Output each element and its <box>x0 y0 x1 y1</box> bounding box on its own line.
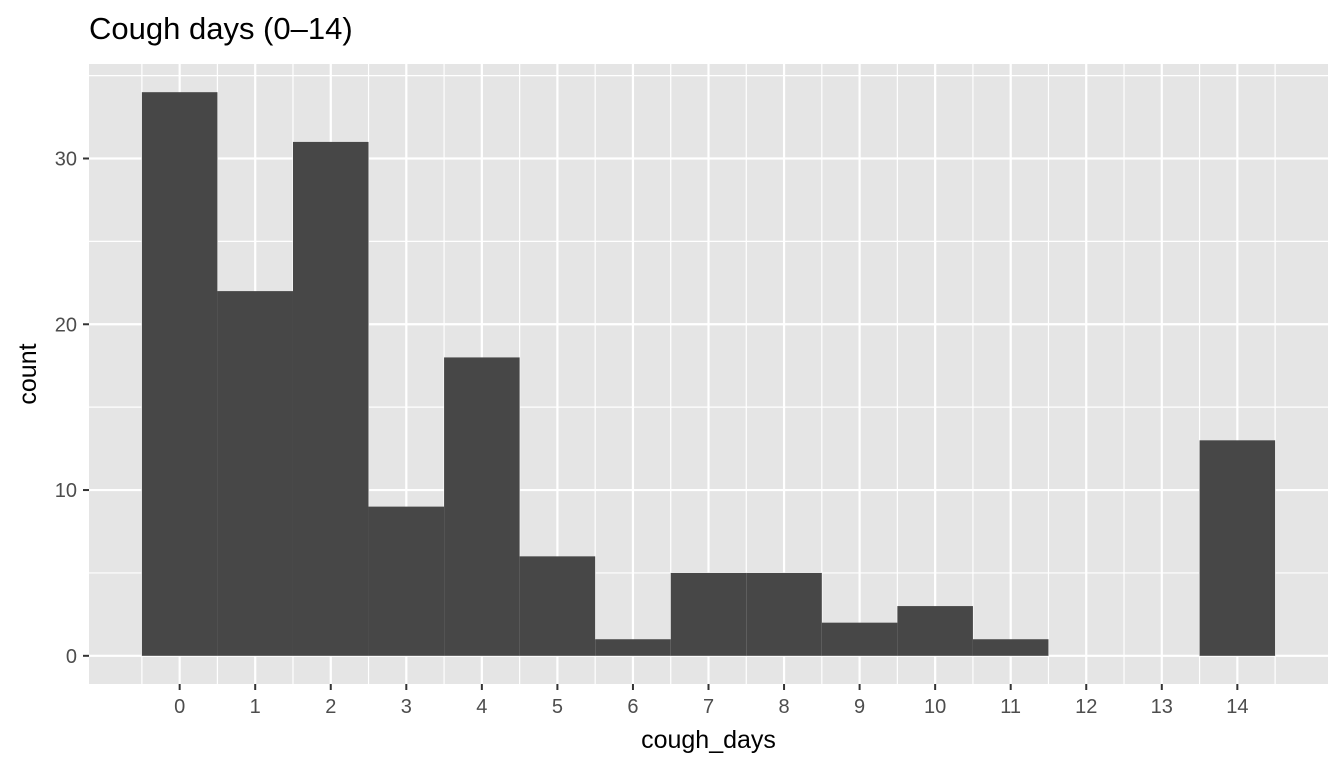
x-tick-label: 10 <box>924 696 946 718</box>
y-tick-label: 20 <box>55 314 77 336</box>
histogram-bar <box>670 572 747 656</box>
x-axis: 0 1 2 3 4 5 6 7 8 9 10 11 12 13 14 <box>174 684 1248 718</box>
histogram-bar <box>368 506 445 656</box>
histogram-bar <box>217 291 293 656</box>
x-tick-label: 2 <box>325 696 336 718</box>
x-tick-label: 9 <box>854 696 865 718</box>
y-tick-label: 10 <box>55 480 77 502</box>
y-axis-title: count <box>14 343 42 404</box>
histogram-bar <box>141 92 218 656</box>
histogram-bar <box>821 622 898 656</box>
x-tick-label: 8 <box>778 696 789 718</box>
x-tick-label: 5 <box>552 696 563 718</box>
x-tick-label: 14 <box>1226 696 1248 718</box>
histogram-bar <box>595 639 671 656</box>
x-tick-label: 13 <box>1151 696 1173 718</box>
bars <box>141 92 1276 656</box>
histogram-bar <box>972 639 1049 656</box>
histogram-bar <box>1199 440 1276 656</box>
x-tick-label: 6 <box>627 696 638 718</box>
x-axis-title: cough_days <box>641 726 776 754</box>
y-axis: 0 10 20 30 <box>55 148 89 668</box>
y-tick-label: 0 <box>66 646 77 668</box>
histogram-bar <box>292 141 369 656</box>
x-tick-label: 12 <box>1075 696 1097 718</box>
y-tick-label: 30 <box>55 148 77 170</box>
x-tick-label: 11 <box>1000 696 1021 718</box>
x-tick-label: 0 <box>174 696 185 718</box>
histogram-bar <box>897 606 973 656</box>
x-tick-label: 7 <box>703 696 714 718</box>
histogram-bar <box>746 572 822 656</box>
x-tick-label: 3 <box>401 696 412 718</box>
histogram-bar <box>519 556 596 656</box>
x-tick-label: 4 <box>476 696 487 718</box>
x-tick-label: 1 <box>250 696 261 718</box>
chart-title: Cough days (0–14) <box>89 11 353 46</box>
histogram-bar <box>444 357 520 656</box>
